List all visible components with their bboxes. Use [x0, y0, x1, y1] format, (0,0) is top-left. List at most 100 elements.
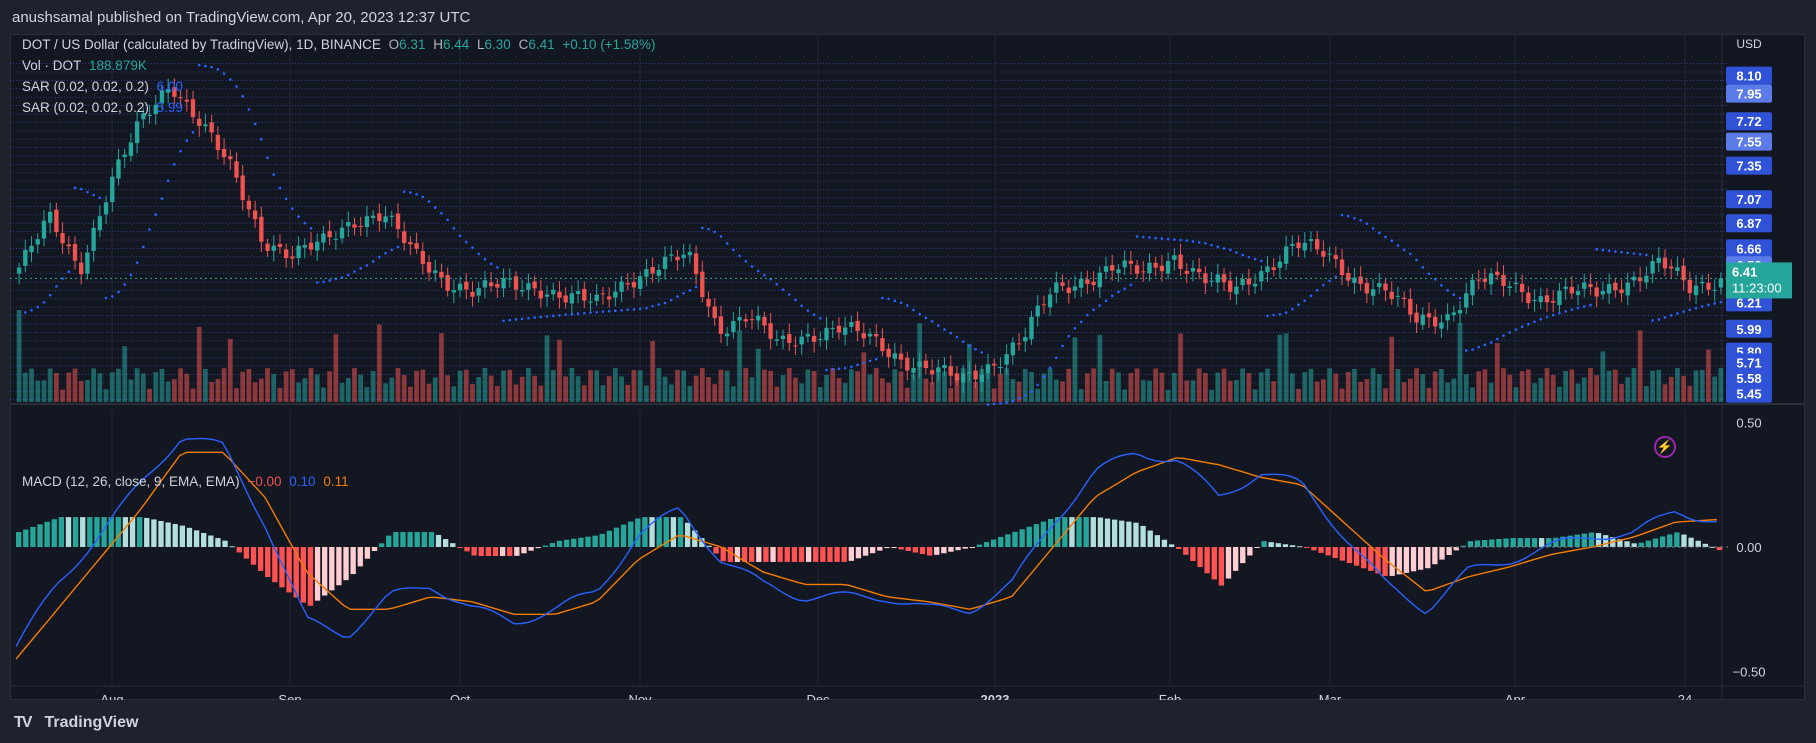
sar-dot	[1440, 283, 1443, 287]
macd-histogram-bar	[962, 547, 968, 549]
volume-bar	[1376, 373, 1382, 402]
sar-dot	[1247, 255, 1251, 259]
volume-bar	[712, 384, 718, 402]
candle-body	[352, 224, 357, 228]
candle-body	[1588, 284, 1593, 288]
volume-bar	[935, 369, 941, 402]
macd-histogram-bar	[179, 525, 186, 547]
candle-body	[842, 327, 848, 335]
sar-dot	[415, 192, 418, 196]
sar-dot	[1582, 305, 1586, 308]
macd-histogram-bar	[663, 517, 669, 547]
lightning-icon[interactable]: ⚡	[1654, 436, 1676, 458]
volume-bar	[1140, 380, 1146, 402]
macd-histogram-bar	[122, 517, 129, 547]
macd-histogram-bar	[1375, 547, 1381, 574]
macd-histogram-bar	[414, 532, 420, 547]
candle-body	[190, 99, 196, 118]
sar-dot	[79, 187, 83, 191]
sar-dot	[260, 138, 263, 141]
volume-bar	[470, 384, 475, 402]
macd-histogram-bar	[1289, 545, 1296, 547]
candle-body	[1706, 282, 1711, 290]
sar-dot	[291, 207, 294, 210]
candle-body	[221, 148, 227, 158]
volume-bar	[768, 370, 773, 402]
candle-body	[1321, 251, 1326, 257]
price-axis-label: 7.72	[1736, 114, 1761, 129]
candle-body	[1700, 281, 1705, 284]
volume-bar	[1439, 369, 1444, 402]
sar-dot	[638, 307, 642, 311]
candle-body	[1265, 266, 1270, 273]
volume-bar	[662, 376, 668, 402]
sar-dot	[1626, 251, 1630, 255]
macd-histogram-bar	[1282, 544, 1289, 547]
volume-bar	[612, 368, 618, 402]
volume-bar	[1681, 375, 1686, 402]
candle-body	[1047, 294, 1053, 308]
macd-histogram-bar	[80, 517, 86, 547]
price-chart[interactable]: 8.107.957.727.557.357.076.876.666.526.41…	[10, 34, 1805, 700]
volume-bar	[948, 388, 954, 402]
price-axis-label: 6.66	[1736, 241, 1761, 256]
volume-bar	[196, 326, 202, 402]
candle-body	[1395, 295, 1401, 297]
macd-histogram-bar	[877, 547, 883, 551]
macd-histogram-bar	[919, 547, 926, 555]
candle-body	[1271, 267, 1276, 270]
volume-bar	[737, 330, 742, 402]
macd-histogram-bar	[1069, 517, 1075, 547]
sar-dot	[1700, 305, 1704, 308]
sar-dot	[974, 348, 977, 351]
candle-body	[960, 373, 966, 383]
sar-dot	[1359, 219, 1362, 222]
volume-bar	[749, 377, 755, 402]
sar-dot	[1576, 306, 1580, 310]
macd-histogram-bar	[1489, 539, 1495, 547]
candle-body	[172, 87, 177, 97]
macd-histogram-bar	[1403, 547, 1410, 573]
candle-body	[520, 289, 525, 292]
volume-bar	[1451, 378, 1457, 402]
candle-body	[1662, 257, 1668, 269]
candle-body	[184, 99, 189, 102]
volume-bar	[1314, 381, 1320, 402]
macd-histogram-bar	[1560, 536, 1566, 547]
time-axis-label: Apr	[1505, 692, 1526, 700]
volume-bar	[1519, 371, 1525, 402]
volume-bar	[873, 368, 879, 402]
sar-dot	[1489, 341, 1493, 344]
macd-histogram-bar	[1553, 537, 1559, 547]
symbol-legend: DOT / US Dollar (calculated by TradingVi…	[22, 37, 659, 52]
sar-dot	[1539, 318, 1543, 321]
candle-body	[886, 348, 891, 358]
candle-body	[1718, 278, 1724, 288]
sar-dot	[446, 218, 449, 222]
macd-histogram-bar	[1538, 538, 1545, 547]
volume-bar	[1258, 372, 1264, 402]
macd-histogram-bar	[136, 517, 143, 547]
volume-value: 188.879K	[89, 58, 147, 73]
candle-body	[662, 256, 668, 269]
macd-histogram-bar	[144, 517, 150, 547]
sar-dot	[496, 266, 499, 269]
sar-dot	[378, 255, 381, 259]
macd-histogram-bar	[1119, 520, 1125, 547]
volume-bar	[880, 378, 885, 402]
macd-histogram-bar	[1211, 547, 1217, 580]
macd-histogram-bar	[684, 522, 691, 547]
sar-dot	[682, 291, 685, 295]
macd-histogram-bar	[65, 517, 72, 547]
sar-dot	[1166, 237, 1170, 241]
price-label-bg	[1726, 156, 1772, 175]
volume-bar	[1134, 368, 1140, 402]
last-price-badge	[1726, 262, 1792, 299]
sar-dot	[570, 312, 574, 316]
low-label: L	[477, 37, 485, 52]
tradingview-logo[interactable]: TV TradingView	[14, 714, 138, 732]
macd-histogram-bar	[1368, 547, 1374, 571]
candle-body	[1060, 282, 1065, 286]
volume-bar	[302, 378, 308, 402]
sar-dot	[856, 363, 859, 367]
